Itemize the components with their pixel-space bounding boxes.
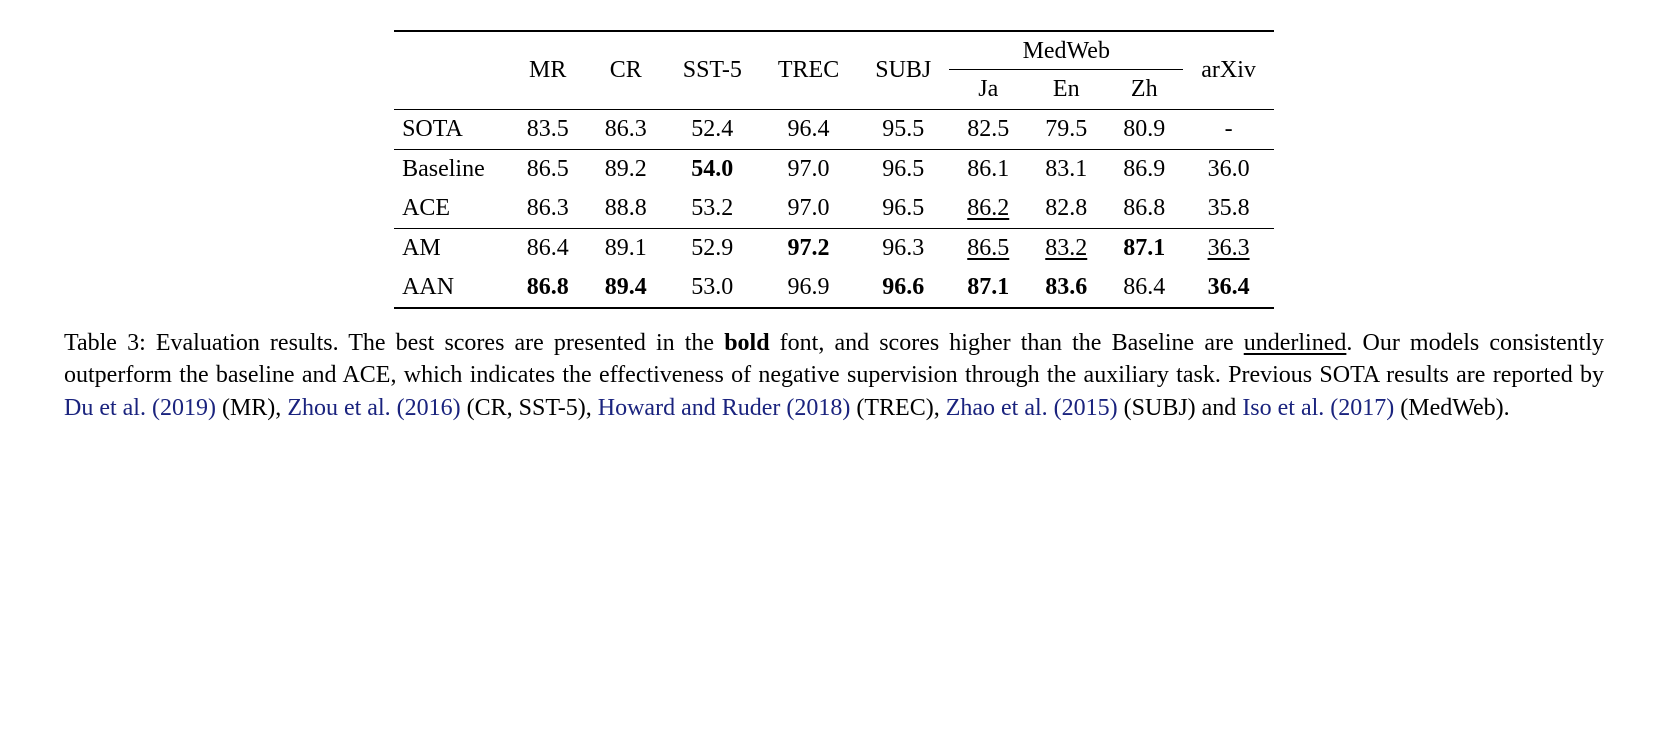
row-label: ACE [394, 189, 509, 229]
cell: 86.8 [1105, 189, 1183, 229]
cell: 53.0 [665, 268, 760, 308]
cell: 89.1 [587, 229, 665, 269]
cell: 83.5 [509, 110, 587, 150]
header-empty [394, 31, 509, 70]
col-trec: TREC [760, 31, 857, 110]
table-row: ACE86.388.853.297.096.586.282.886.835.8 [394, 189, 1274, 229]
row-label: Baseline [394, 150, 509, 190]
citation-link[interactable]: Zhao et al. (2015) [946, 395, 1118, 421]
cell: 89.4 [587, 268, 665, 308]
cell: 86.5 [949, 229, 1027, 269]
cell: 83.1 [1027, 150, 1105, 190]
caption-text-1: Evaluation results. The best scores are … [156, 330, 724, 356]
col-mr: MR [509, 31, 587, 110]
cell: 83.2 [1027, 229, 1105, 269]
cell: 86.2 [949, 189, 1027, 229]
cell: 54.0 [665, 150, 760, 190]
citation-link[interactable]: Du et al. (2019) [64, 395, 216, 421]
cell: 52.9 [665, 229, 760, 269]
row-label: SOTA [394, 110, 509, 150]
cell: 86.5 [509, 150, 587, 190]
row-label: AAN [394, 268, 509, 308]
cell: 82.8 [1027, 189, 1105, 229]
cell: 86.3 [587, 110, 665, 150]
cell: 88.8 [587, 189, 665, 229]
caption-bold-word: bold [724, 330, 769, 356]
results-table-container: MR CR SST-5 TREC SUBJ MedWeb arXiv Ja En… [60, 30, 1608, 309]
cell: 82.5 [949, 110, 1027, 150]
cell: 86.3 [509, 189, 587, 229]
cell: 96.3 [857, 229, 949, 269]
caption-ref-after: (MedWeb). [1394, 395, 1509, 421]
caption-refs: Du et al. (2019) (MR), Zhou et al. (2016… [64, 395, 1510, 421]
col-medweb-zh: Zh [1105, 70, 1183, 110]
cell: 96.9 [760, 268, 857, 308]
cell: 35.8 [1183, 189, 1274, 229]
cell: 89.2 [587, 150, 665, 190]
caption-underlined-word: underlined [1244, 330, 1347, 356]
caption-ref-after: (MR), [216, 395, 287, 421]
cell: 97.0 [760, 189, 857, 229]
cell: 53.2 [665, 189, 760, 229]
citation-link[interactable]: Zhou et al. (2016) [287, 395, 460, 421]
cell: 87.1 [1105, 229, 1183, 269]
cell: - [1183, 110, 1274, 150]
col-medweb-en: En [1027, 70, 1105, 110]
cell: 36.3 [1183, 229, 1274, 269]
cell: 97.0 [760, 150, 857, 190]
table-row: Baseline86.589.254.097.096.586.183.186.9… [394, 150, 1274, 190]
cell: 97.2 [760, 229, 857, 269]
results-table: MR CR SST-5 TREC SUBJ MedWeb arXiv Ja En… [394, 30, 1274, 309]
cell: 96.4 [760, 110, 857, 150]
cell: 83.6 [1027, 268, 1105, 308]
col-medweb: MedWeb [949, 31, 1183, 70]
table-row: SOTA83.586.352.496.495.582.579.580.9- [394, 110, 1274, 150]
cell: 79.5 [1027, 110, 1105, 150]
col-medweb-ja: Ja [949, 70, 1027, 110]
cell: 86.1 [949, 150, 1027, 190]
caption-ref-after: (TREC), [850, 395, 945, 421]
col-sst5: SST-5 [665, 31, 760, 110]
caption-ref-after: (SUBJ) and [1118, 395, 1243, 421]
cell: 80.9 [1105, 110, 1183, 150]
cell: 86.4 [509, 229, 587, 269]
cell: 36.4 [1183, 268, 1274, 308]
cell: 86.8 [509, 268, 587, 308]
cell: 87.1 [949, 268, 1027, 308]
table-row: AM86.489.152.997.296.386.583.287.136.3 [394, 229, 1274, 269]
caption-ref-after: (CR, SST-5), [461, 395, 598, 421]
cell: 96.5 [857, 189, 949, 229]
citation-link[interactable]: Iso et al. (2017) [1242, 395, 1394, 421]
caption-text-2: font, and scores higher than the Baselin… [770, 330, 1244, 356]
cell: 36.0 [1183, 150, 1274, 190]
table-row: AAN86.889.453.096.996.687.183.686.436.4 [394, 268, 1274, 308]
col-cr: CR [587, 31, 665, 110]
col-arxiv: arXiv [1183, 31, 1274, 110]
table-caption: Table 3: Evaluation results. The best sc… [64, 327, 1604, 424]
cell: 86.4 [1105, 268, 1183, 308]
cell: 86.9 [1105, 150, 1183, 190]
cell: 96.6 [857, 268, 949, 308]
row-label: AM [394, 229, 509, 269]
citation-link[interactable]: Howard and Ruder (2018) [598, 395, 851, 421]
cell: 95.5 [857, 110, 949, 150]
cell: 52.4 [665, 110, 760, 150]
cell: 96.5 [857, 150, 949, 190]
col-subj: SUBJ [857, 31, 949, 110]
results-table-body: SOTA83.586.352.496.495.582.579.580.9-Bas… [394, 110, 1274, 309]
caption-label: Table 3: [64, 330, 146, 356]
header-row-1: MR CR SST-5 TREC SUBJ MedWeb arXiv [394, 31, 1274, 70]
header-empty-2 [394, 70, 509, 110]
